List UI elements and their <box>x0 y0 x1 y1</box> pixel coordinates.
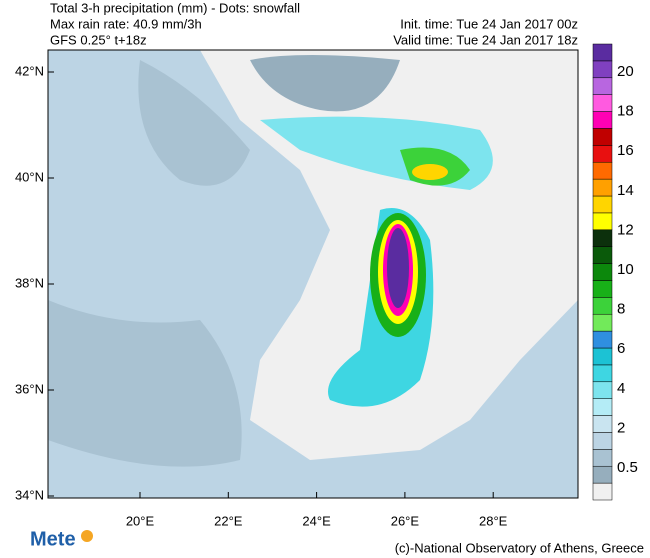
colorbar-bin <box>592 195 613 214</box>
colorbar-bin <box>592 246 613 264</box>
colorbar-bin <box>592 347 613 366</box>
lat-label: 42°N <box>15 63 44 78</box>
colorbar-label: 18 <box>617 103 634 120</box>
rain-area <box>138 60 250 186</box>
colorbar-bin <box>592 263 613 281</box>
colorbar-bin <box>592 94 613 112</box>
lon-label: 28°E <box>479 513 508 528</box>
colorbar-label: 4 <box>617 380 625 397</box>
colorbar-bin <box>592 178 613 197</box>
colorbar-bin <box>592 297 613 315</box>
colorbar-bin <box>592 482 613 501</box>
lon-label: 20°E <box>126 513 155 528</box>
colorbar-bin <box>592 432 613 450</box>
colorbar-bin <box>592 364 613 383</box>
colorbar-bin <box>592 229 613 247</box>
lat-label: 36°N <box>15 381 44 396</box>
init-time: Init. time: Tue 24 Jan 2017 00z <box>400 16 578 31</box>
colorbar-bin <box>592 43 613 62</box>
snow-area <box>250 55 400 112</box>
logo: Mete <box>30 528 76 550</box>
colorbar-label: 8 <box>617 301 625 318</box>
colorbar-label: 16 <box>617 142 634 159</box>
colorbar-bin <box>592 128 613 146</box>
colorbar-label: 6 <box>617 340 625 357</box>
lon-label: 22°E <box>214 513 243 528</box>
colorbar-bin <box>592 77 613 95</box>
lat-label: 34°N <box>15 487 44 502</box>
colorbar-label: 12 <box>617 221 634 238</box>
map-frame <box>47 49 579 499</box>
credit: (c)-National Observatory of Athens, Gree… <box>395 540 644 555</box>
colorbar-label: 0.5 <box>617 459 638 476</box>
model: GFS 0.25° t+18z <box>50 32 147 47</box>
colorbar-bin <box>592 161 613 180</box>
lat-label: 40°N <box>15 169 44 184</box>
colorbar-bin <box>592 465 613 484</box>
colorbar-label: 10 <box>617 261 634 278</box>
colorbar-bin <box>592 381 613 399</box>
colorbar-label: 20 <box>617 63 634 80</box>
colorbar-bin <box>592 145 613 163</box>
logo-sun <box>81 530 93 542</box>
colorbar-bin <box>592 330 613 349</box>
lat-label: 38°N <box>15 275 44 290</box>
title: Total 3-h precipitation (mm) - Dots: sno… <box>50 0 300 15</box>
colorbar-bin <box>592 415 613 433</box>
colorbar-label: 14 <box>617 182 634 199</box>
map-area <box>47 49 579 499</box>
rain-area <box>48 300 242 467</box>
colorbar-bin <box>592 280 613 298</box>
lat-labels: 42°N 40°N 38°N 36°N 34°N <box>15 63 54 502</box>
lon-labels: 20°E 22°E 24°E 26°E 28°E <box>126 492 508 528</box>
colorbar: 0.5 2 4 6 8 10 12 14 16 18 20 <box>592 43 638 501</box>
rain-core <box>387 228 409 308</box>
colorbar-bin <box>592 212 613 231</box>
colorbar-label: 2 <box>617 419 625 436</box>
colorbar-bin <box>592 111 613 129</box>
max-rate: Max rain rate: 40.9 mm/3h <box>50 16 202 31</box>
colorbar-bin <box>592 398 613 416</box>
lon-label: 26°E <box>391 513 420 528</box>
rain-core <box>412 164 448 180</box>
colorbar-bin <box>592 313 613 332</box>
colorbar-bin <box>592 60 613 79</box>
colorbar-bin <box>592 449 613 467</box>
lon-label: 24°E <box>302 513 331 528</box>
valid-time: Valid time: Tue 24 Jan 2017 18z <box>393 32 578 47</box>
